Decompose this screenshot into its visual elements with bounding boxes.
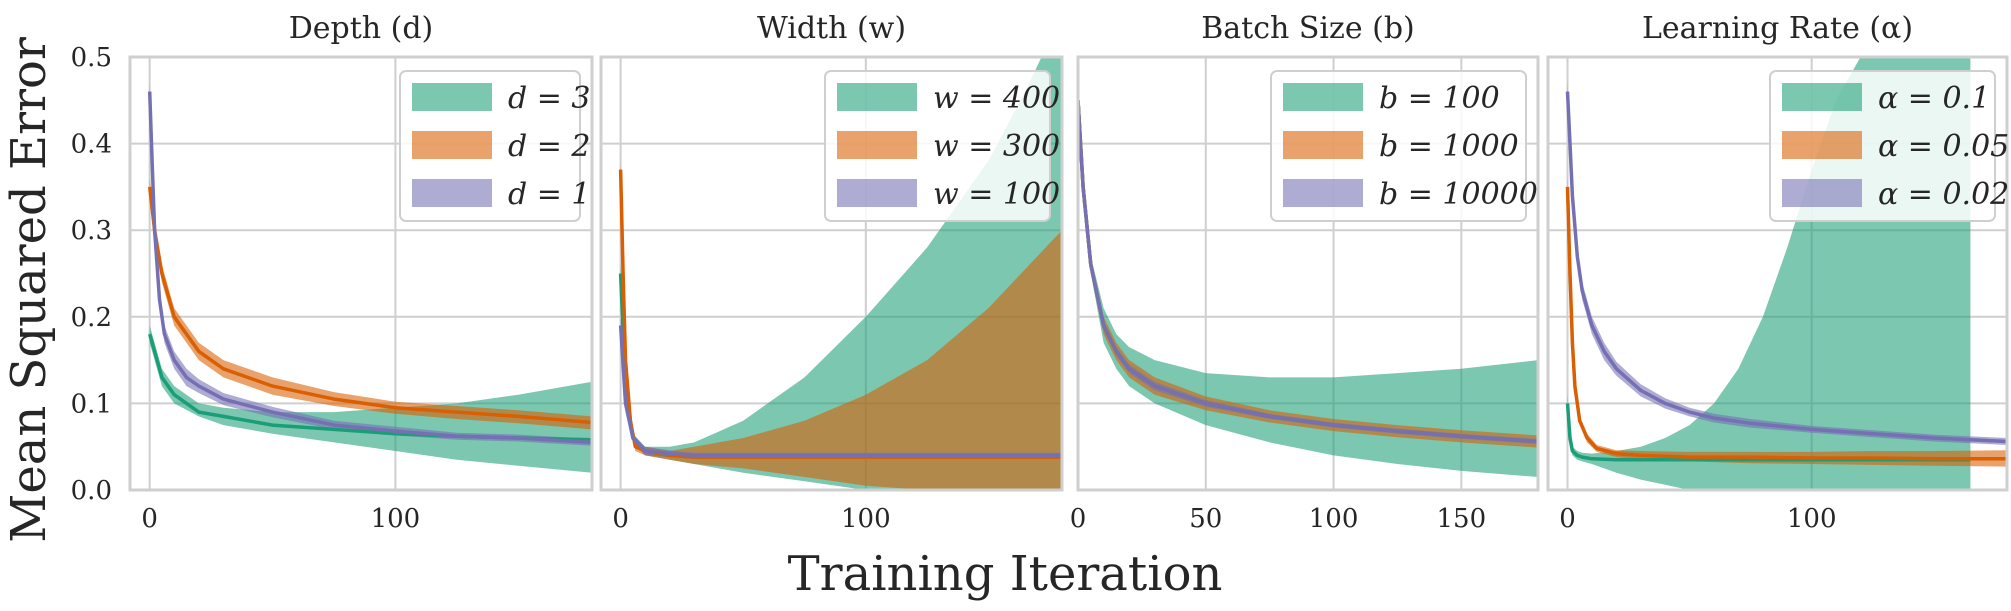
y-tick-label: 0.3 [71,216,112,246]
x-tick-label: 0 [612,504,629,534]
legend-label: b = 100 [1379,81,1500,116]
x-tick-label: 0 [1070,504,1087,534]
legend-label: w = 300 [933,129,1060,164]
series-line-3 [147,91,592,445]
legend-swatch [1782,179,1862,207]
panel-title: Depth (d) [289,11,434,46]
legend-label: w = 400 [933,81,1060,116]
legend: w = 400 w = 300 w = 100 [824,70,1060,222]
y-tick-label: 0.4 [71,130,112,160]
legend-swatch [837,179,917,207]
legend-swatch [1782,83,1862,111]
legend-label: α = 0.02 [1878,177,2009,212]
legend: b = 100 b = 1000 b = 10000 [1270,70,1538,222]
panel-title: Width (w) [757,11,906,46]
legend-label: α = 0.05 [1878,129,2009,164]
legend: α = 0.1 α = 0.05 α = 0.02 [1769,70,2009,222]
panel-frame [1546,55,2009,492]
panel-title: Batch Size (b) [1201,11,1415,46]
legend: d = 3 d = 2 d = 1 [399,70,591,222]
y-tick-label: 0.5 [71,43,112,73]
x-tick-label: 150 [1437,504,1487,534]
panel-frame [128,55,594,492]
y-axis-label: Mean Squared Error [1,37,57,543]
series-band-1 [1078,91,1538,477]
x-tick-label: 100 [371,504,421,534]
x-axis-label: Training Iteration [788,546,1223,602]
legend-swatch [1782,131,1862,159]
x-tick-label: 0 [141,504,158,534]
x-tick-label: 100 [1787,504,1837,534]
legend-label: b = 10000 [1379,177,1538,212]
x-tick-label: 100 [1309,504,1359,534]
series-band-2 [620,160,1062,490]
legend-label: w = 100 [933,177,1060,212]
panels: Depth (d)0 1000.00.10.20.30.40.5d = 3d = … [71,11,2010,534]
legend-label: d = 3 [508,81,591,116]
legend-swatch [412,131,492,159]
legend-swatch [412,83,492,111]
series-line-2 [1565,186,2007,461]
series-line-3 [1078,100,1538,444]
legend-swatch [1283,83,1363,111]
legend-label: d = 2 [508,129,591,164]
legend-swatch [1283,131,1363,159]
panel-2: Width (w) 0 100 w = 400 w = 300 w = 100 [599,11,1064,534]
legend-label: b = 1000 [1379,129,1519,164]
y-tick-label: 0.2 [71,303,112,333]
x-tick-label: 50 [1189,504,1222,534]
series-line-2 [147,186,592,425]
y-tick-label: 0.1 [71,389,112,419]
panel-frame [1076,55,1540,492]
legend-label: α = 0.1 [1878,81,1990,116]
x-tick-label: 0 [1559,504,1576,534]
legend-swatch [1283,179,1363,207]
legend-label: d = 1 [508,177,591,212]
panel-frame [599,55,1064,492]
x-tick-label: 100 [841,504,891,534]
panel-1: Depth (d)0 1000.00.10.20.30.40.5d = 3d = … [71,11,594,534]
series-line-3 [618,325,1062,458]
legend-swatch [837,83,917,111]
panel-title: Learning Rate (α) [1642,11,1913,46]
y-tick-label: 0.0 [71,476,112,506]
legend-swatch [837,131,917,159]
legend-swatch [412,179,492,207]
series-line-3 [1565,91,2007,444]
